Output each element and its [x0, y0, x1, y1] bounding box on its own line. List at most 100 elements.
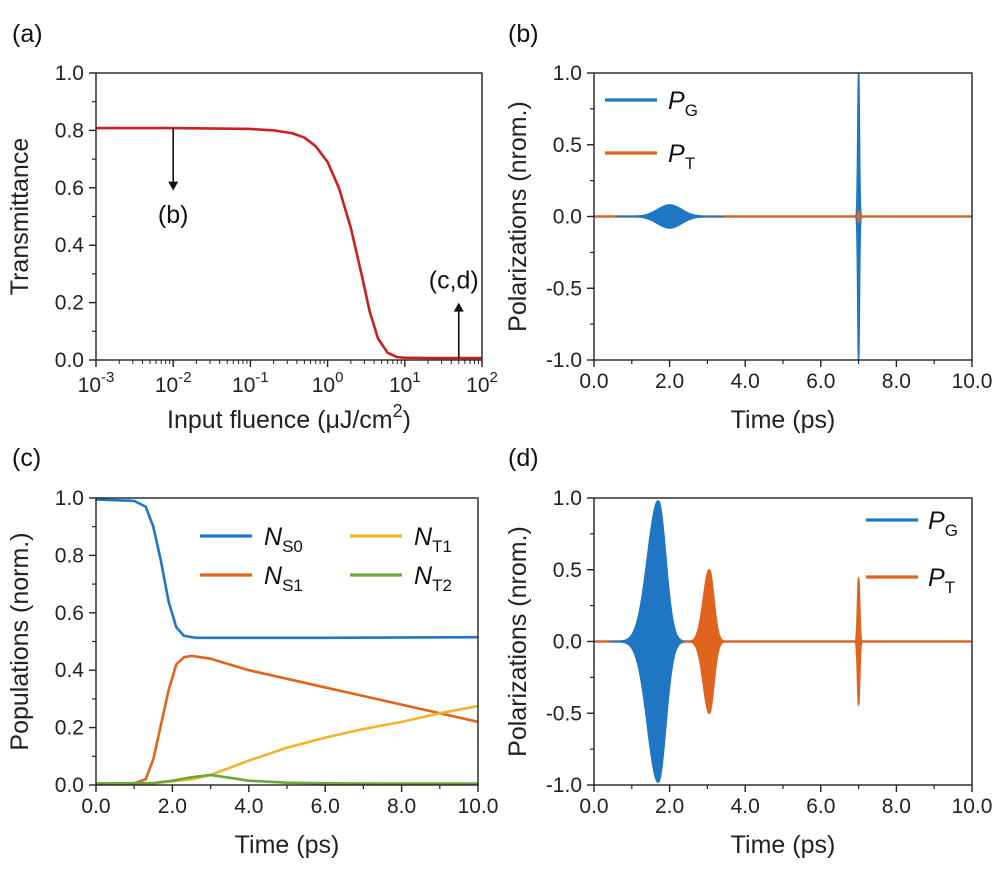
x-tick-exp: -2 — [178, 369, 191, 386]
x-tick-label: 2.0 — [655, 370, 684, 393]
x-tick-exp: -1 — [255, 369, 268, 386]
series-N_S0 — [96, 498, 478, 640]
annotation-label: (c,d) — [429, 266, 479, 294]
panel-d: (d) -1.0 -0.5 0.0 0.5 1.0 0.0 2.0 4.0 6.0 8.0 10.0 T… — [504, 444, 992, 859]
x-tick-label: 10.0 — [952, 370, 992, 393]
x-tick-exp: -3 — [101, 369, 114, 386]
y-tick-label: 0.0 — [553, 206, 582, 229]
x-tick-base: 10 — [78, 374, 101, 397]
legend-label-sub: T1 — [432, 537, 452, 556]
y-tick-label: -0.5 — [546, 277, 582, 300]
series-N_T1 — [96, 704, 478, 785]
series-Transmittance — [96, 126, 482, 360]
y-tick-label: 0.8 — [55, 119, 84, 142]
pulse-P_T-2 — [854, 209, 863, 224]
panel-a: (a)0.00.20.40.60.81.010-3 10-2 10-1 100 101 1… — [6, 20, 498, 434]
x-tick-label: 8.0 — [882, 370, 911, 393]
x-axis-label: Time (ps) — [731, 831, 836, 859]
pulse-P_T-2 — [853, 576, 864, 707]
plot-area-d — [594, 499, 972, 784]
x-tick-label: 102 — [466, 369, 498, 397]
y-axis-label: Polarizations (nrom.) — [504, 526, 532, 757]
legend-label-sub: S0 — [282, 537, 303, 556]
axes-frame-a — [95, 72, 483, 361]
legend-label: NS1 — [264, 562, 303, 595]
y-tick-label: 1.0 — [553, 62, 582, 85]
x-tick-label: 0.0 — [579, 795, 608, 818]
x-tick-label: 10-2 — [155, 369, 192, 397]
legend-label-sub: T2 — [432, 576, 452, 595]
legend-label-base: N — [414, 562, 433, 590]
plot-area-c — [96, 498, 478, 785]
y-tick-label: 0.4 — [55, 659, 85, 682]
legend-label-base: P — [928, 564, 945, 592]
x-tick-label: 4.0 — [234, 795, 263, 818]
x-tick-label: 8.0 — [387, 795, 416, 818]
x-tick-label: 101 — [389, 369, 421, 397]
y-tick-label: 1.0 — [55, 62, 84, 85]
x-tick-label: 10.0 — [952, 795, 992, 818]
x-tick-label: 8.0 — [882, 795, 911, 818]
panel-label-c: (c) — [12, 444, 41, 472]
y-axis-label: Transmittance — [6, 138, 34, 295]
panel-label-a: (a) — [12, 20, 43, 48]
x-tick-base: 10 — [232, 374, 255, 397]
y-tick-label: 0.2 — [55, 717, 84, 740]
plot-area-a — [96, 126, 482, 360]
x-axis-label-main: Time (ps) — [731, 831, 836, 859]
panel-b: (b) -1.0 -0.5 0.0 0.5 1.0 0.0 2.0 4.0 6.0 8.0 10.0 T… — [504, 20, 992, 434]
panel-c: (c) 0.0 0.2 0.4 0.6 0.8 1.0 0.0 2.0 4.0 6.0 8.0 10.0… — [6, 444, 498, 859]
series-N_S1 — [96, 654, 478, 785]
legend-label: NT2 — [414, 562, 452, 595]
x-tick-label: 10-3 — [78, 369, 115, 397]
legend-label-sub: G — [685, 101, 698, 120]
x-tick-label: 10.0 — [458, 795, 499, 818]
x-tick-label: 6.0 — [806, 795, 835, 818]
x-tick-exp: 0 — [335, 369, 343, 386]
y-tick-label: 0.0 — [553, 631, 582, 654]
x-tick-base: 10 — [312, 374, 335, 397]
x-tick-label: 6.0 — [806, 370, 835, 393]
y-tick-label: 0.4 — [55, 234, 85, 257]
panel-label-d: (d) — [508, 444, 539, 472]
legend-label-base: N — [264, 562, 283, 590]
legend-label: PT — [928, 564, 955, 597]
x-tick-label: 0.0 — [579, 370, 608, 393]
y-axis-label: Polarizations (nrom.) — [504, 101, 532, 332]
y-tick-label: 0.5 — [553, 559, 582, 582]
x-axis-label-main: Time (ps) — [235, 831, 340, 859]
y-axis-label: Populations (norm.) — [6, 532, 34, 750]
x-tick-label: 10-1 — [232, 369, 269, 397]
x-tick-exp: 2 — [490, 369, 498, 386]
x-tick-label: 4.0 — [731, 795, 760, 818]
legend-label: NS0 — [264, 523, 303, 556]
y-tick-label: 1.0 — [55, 487, 84, 510]
x-tick-label: 6.0 — [311, 795, 340, 818]
annotation-arrow-head — [453, 302, 464, 312]
annotation-arrow-head — [168, 181, 179, 191]
y-tick-label: -1.0 — [546, 774, 582, 797]
legend-label-sub: T — [685, 154, 695, 173]
x-tick-exp: 1 — [412, 369, 420, 386]
legend-label-base: N — [414, 523, 433, 551]
x-tick-label: 2.0 — [158, 795, 187, 818]
x-tick-label: 100 — [312, 369, 344, 397]
legend-label-base: P — [928, 507, 945, 535]
x-axis-label-close: ) — [403, 406, 411, 434]
x-tick-base: 10 — [155, 374, 178, 397]
legend-label: PG — [928, 507, 958, 540]
series-N_T2 — [96, 773, 478, 785]
legend-label: PT — [668, 140, 695, 173]
x-tick-base: 10 — [466, 374, 489, 397]
pulse-P_T-1 — [682, 568, 736, 715]
legend-label: PG — [668, 87, 698, 120]
x-axis-label-main: Time (ps) — [731, 406, 836, 434]
legend-label: NT1 — [414, 523, 452, 556]
x-tick-label: 0.0 — [81, 795, 110, 818]
legend-label-sub: T — [945, 578, 955, 597]
annotation-label: (b) — [158, 201, 189, 229]
legend-label-base: P — [668, 87, 685, 115]
legend-label-base: P — [668, 140, 685, 168]
